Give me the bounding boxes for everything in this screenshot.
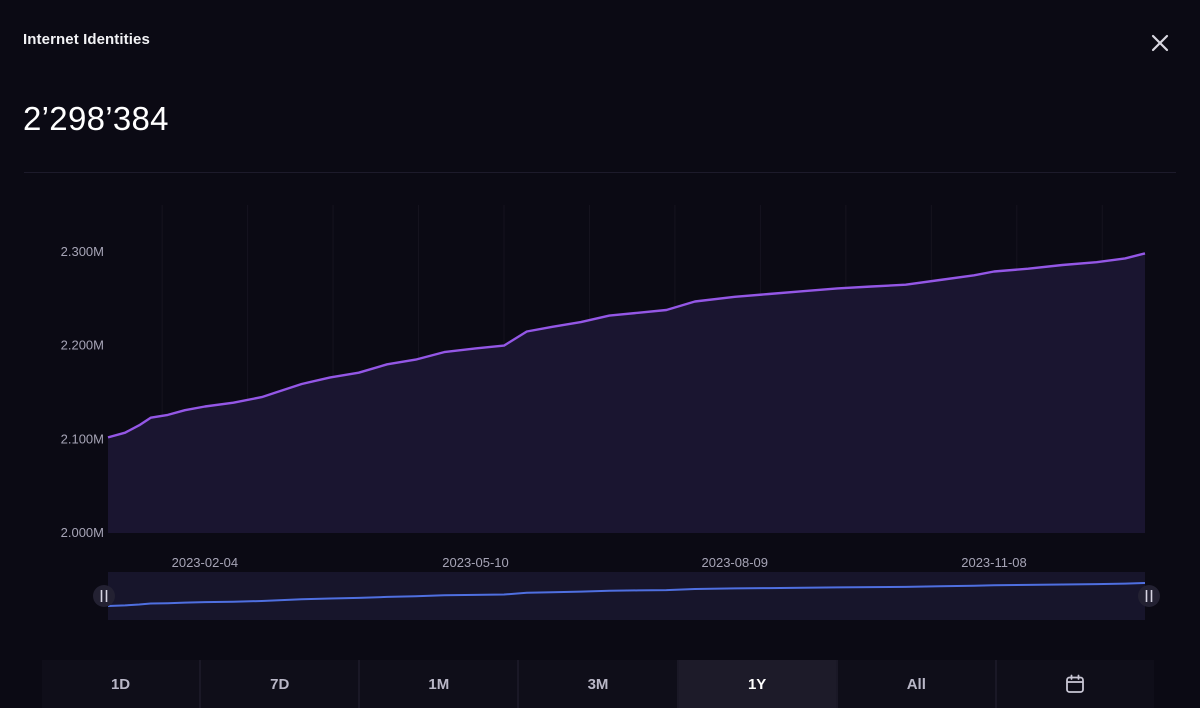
total-value: 2’298’384 <box>23 100 169 137</box>
page-title: Internet Identities <box>23 31 150 48</box>
range-button-calendar[interactable] <box>996 660 1154 708</box>
y-tick-label: 2.300M <box>61 244 104 259</box>
x-tick-label: 2023-11-08 <box>961 555 1027 570</box>
y-tick-label: 2.000M <box>61 525 104 540</box>
x-tick-label: 2023-08-09 <box>702 555 769 570</box>
navigator-handle-left[interactable] <box>93 585 115 607</box>
close-icon <box>1151 34 1169 52</box>
range-button-7d[interactable]: 7D <box>201 660 359 708</box>
x-tick-label: 2023-02-04 <box>172 555 239 570</box>
chart: 2.000M 2.100M 2.200M 2.300M 2023-02-04 2023-… <box>61 205 1160 620</box>
y-tick-label: 2.100M <box>61 431 104 446</box>
range-button-3m[interactable]: 3M <box>519 660 677 708</box>
range-button-all[interactable]: All <box>837 660 995 708</box>
range-button-1y[interactable]: 1Y <box>678 660 836 708</box>
close-button[interactable] <box>1144 27 1176 59</box>
range-button-1m[interactable]: 1M <box>360 660 518 708</box>
navigator-handle-right[interactable] <box>1138 585 1160 607</box>
navigator-line <box>107 582 1146 607</box>
range-selector: 1D 7D 1M 3M 1Y All <box>42 660 1154 708</box>
series-line <box>107 252 1146 439</box>
series-area <box>108 253 1145 533</box>
range-button-1d[interactable]: 1D <box>42 660 200 708</box>
navigator-background <box>108 572 1145 620</box>
divider <box>24 172 1176 173</box>
x-tick-label: 2023-05-10 <box>442 555 509 570</box>
calendar-icon <box>1066 674 1085 693</box>
y-tick-label: 2.200M <box>61 338 104 353</box>
